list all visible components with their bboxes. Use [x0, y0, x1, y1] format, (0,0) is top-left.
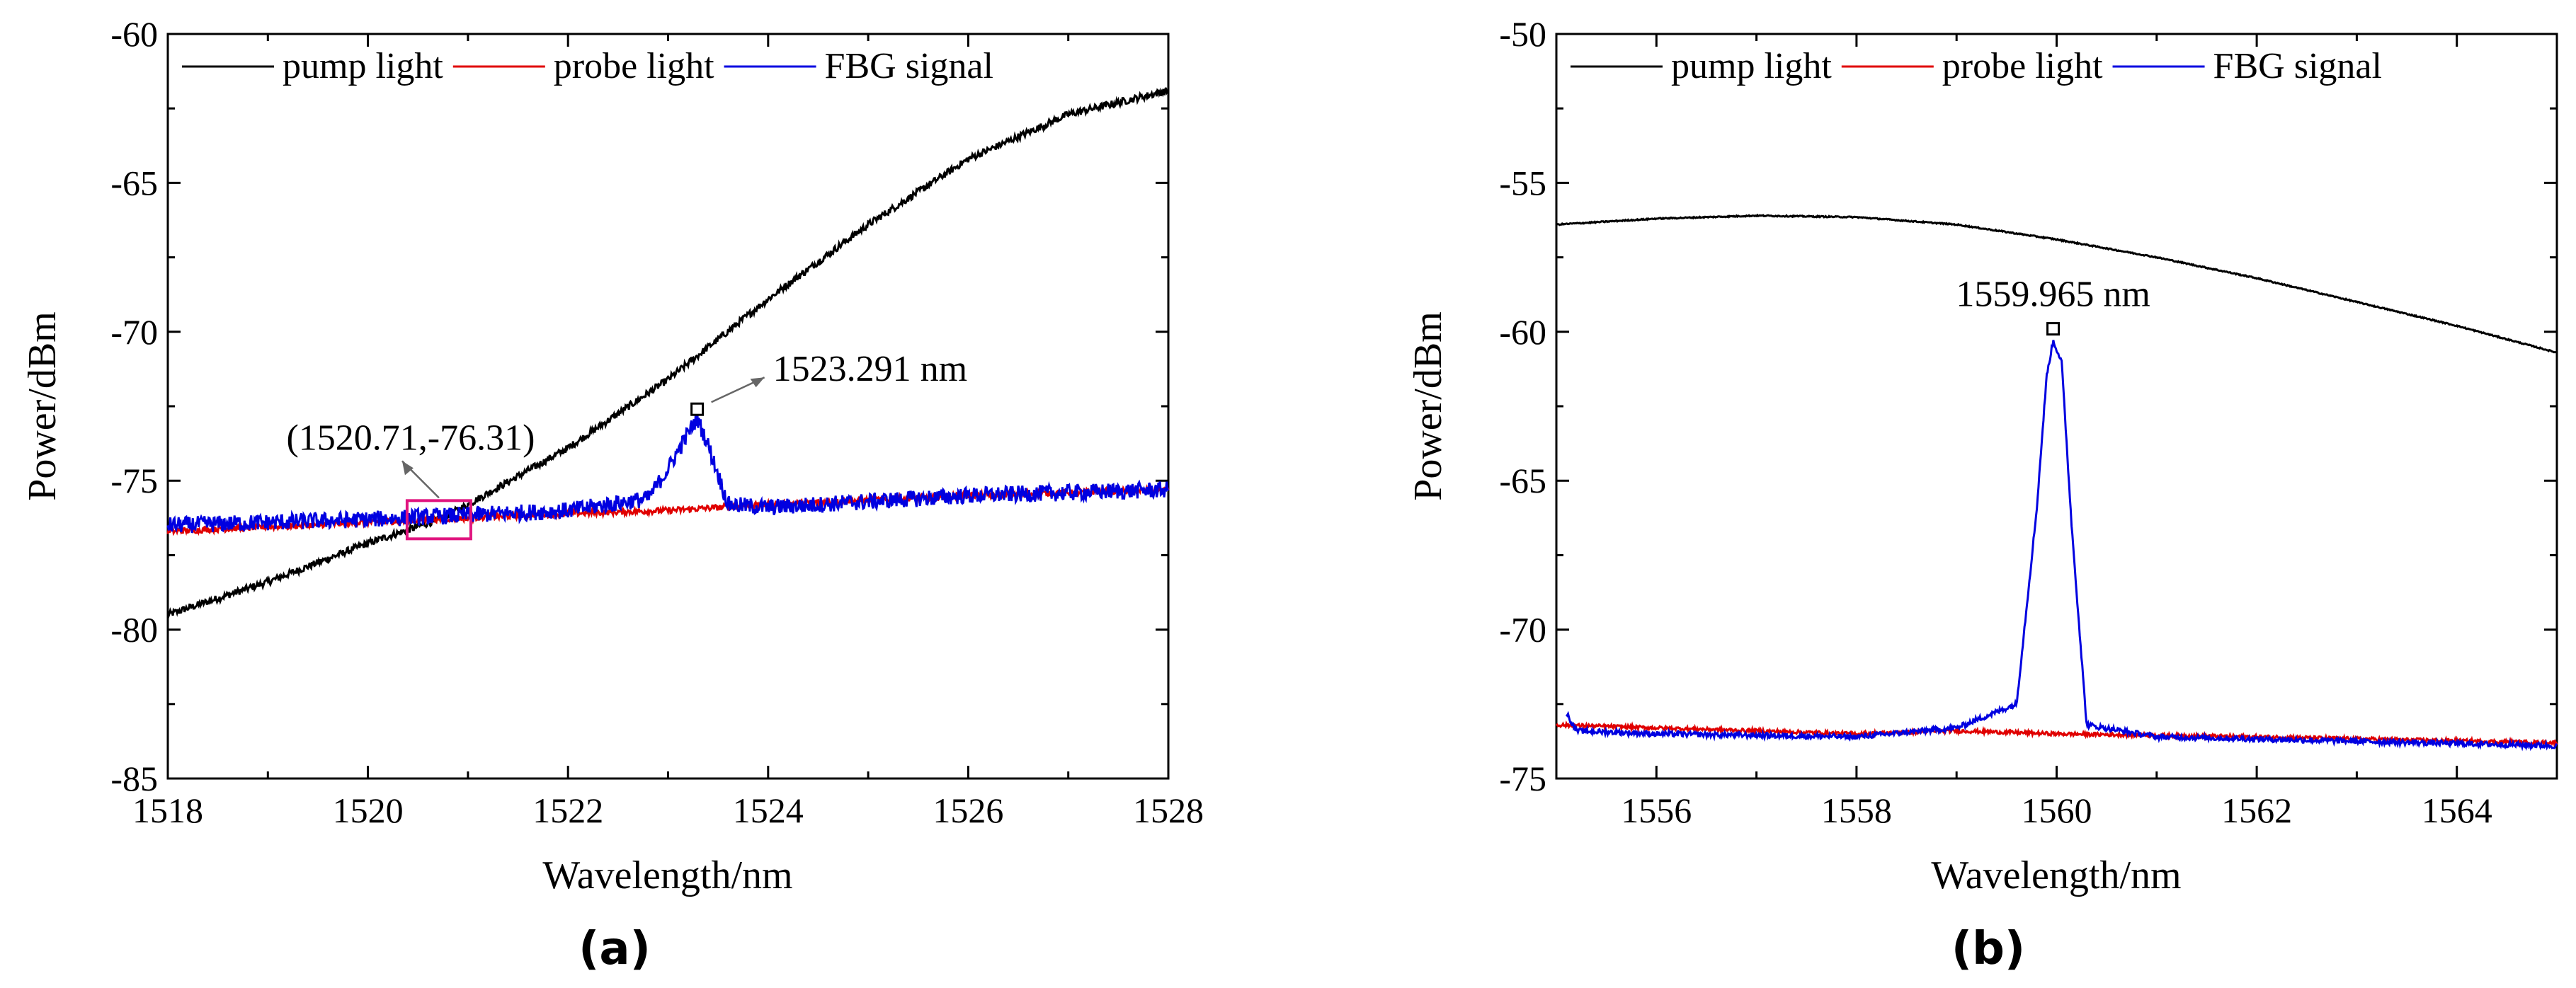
panel-a-legend: pump light probe light FBG signal [182, 46, 993, 86]
panel-a-crossing-box [405, 499, 472, 541]
panel-a-legend-label: FBG signal [825, 46, 993, 86]
panel-b-ytick-label: -50 [1499, 14, 1546, 54]
panel-a-ytick-label: -70 [110, 312, 158, 352]
panel-b-annotations: 1559.965 nm [1956, 275, 2150, 336]
panel-a: -85 -80 -75 -70 -65 -60 1518 1520 1522 1524 1526 15… [21, 14, 1204, 975]
panel-a-ylabel: Power/dBm [21, 311, 64, 501]
panel-b-ylabel: Power/dBm [1406, 311, 1450, 501]
panel-a-legend-label: pump light [283, 46, 443, 86]
panel-b-ytick-label: -65 [1499, 461, 1546, 500]
panel-a-series-fbg-signal [166, 410, 1170, 534]
panel-b-series-fbg-signal [1565, 340, 2558, 752]
panel-a-ticks: -85 -80 -75 -70 -65 -60 1518 1520 1522 1524 1526 15… [110, 14, 1204, 830]
panel-a-ytick-label: -65 [110, 163, 158, 202]
panel-a-plot-frame [166, 33, 1170, 780]
panel-b-series [1555, 213, 2558, 752]
panel-a-annotations: 1523.291 nm (1520.71,-76.31) [286, 349, 967, 541]
panel-b-ytick-label: -60 [1499, 312, 1546, 352]
panel-b-legend: pump light probe light FBG signal [1571, 46, 2382, 86]
panel-b: -75 -70 -65 -60 -55 -50 1556 1558 1560 1562 1564 1… [1406, 14, 2558, 975]
panel-b-legend-label: probe light [1942, 46, 2103, 86]
panel-a-peak-label: 1523.291 nm [773, 349, 967, 389]
panel-a-peak-marker [690, 402, 705, 416]
panel-b-peak-marker [2046, 322, 2061, 336]
panel-a-peak-arrowhead [750, 377, 765, 388]
panel-a-crossing-label: (1520.71,-76.31) [286, 418, 535, 458]
panel-b-legend-label: pump light [1671, 46, 1832, 86]
panel-b-xtick-label: 1564 [2422, 791, 2492, 830]
panel-b-plot-frame [1555, 33, 2558, 780]
panel-a-xlabel: Wavelength/nm [542, 854, 792, 897]
panel-a-series-pump-light [166, 87, 1170, 619]
panel-b-ticks: -75 -70 -65 -60 -55 -50 1556 1558 1560 1562 1564 [1499, 14, 2558, 830]
panel-b-xtick-label: 1562 [2221, 791, 2292, 830]
panel-a-xtick-label: 1522 [532, 791, 603, 830]
panel-b-peak-label: 1559.965 nm [1956, 275, 2150, 315]
panel-b-label: (b) [1951, 923, 2025, 975]
panel-a-crossing-arrowhead [401, 461, 414, 476]
panel-a-label: (a) [579, 923, 651, 975]
panel-b-legend-label: FBG signal [2213, 46, 2382, 86]
panel-a-legend-label: probe light [554, 46, 714, 86]
panel-a-xtick-label: 1526 [933, 791, 1003, 830]
panel-b-xtick-label: 1558 [1821, 791, 1892, 830]
panel-a-ytick-label: -85 [110, 759, 158, 798]
panel-b-xtick-label: 1556 [1621, 791, 1692, 830]
panel-b-xlabel: Wavelength/nm [1931, 854, 2181, 897]
panel-a-xtick-label: 1524 [733, 791, 804, 830]
panel-a-xtick-label: 1528 [1133, 791, 1204, 830]
panel-a-series [166, 87, 1170, 619]
panel-b-ytick-label: -55 [1499, 163, 1546, 202]
panel-b-ytick-label: -70 [1499, 610, 1546, 650]
panel-b-series-pump-light [1555, 213, 2558, 354]
panel-b-xtick-label: 1560 [2022, 791, 2092, 830]
panel-a-ytick-label: -80 [110, 610, 158, 650]
panel-a-ytick-label: -75 [110, 461, 158, 500]
panel-b-ytick-label: -75 [1499, 759, 1546, 798]
panel-a-ytick-label: -60 [110, 14, 158, 54]
panel-a-xtick-label: 1520 [333, 791, 404, 830]
panel-a-xtick-label: 1518 [132, 791, 203, 830]
